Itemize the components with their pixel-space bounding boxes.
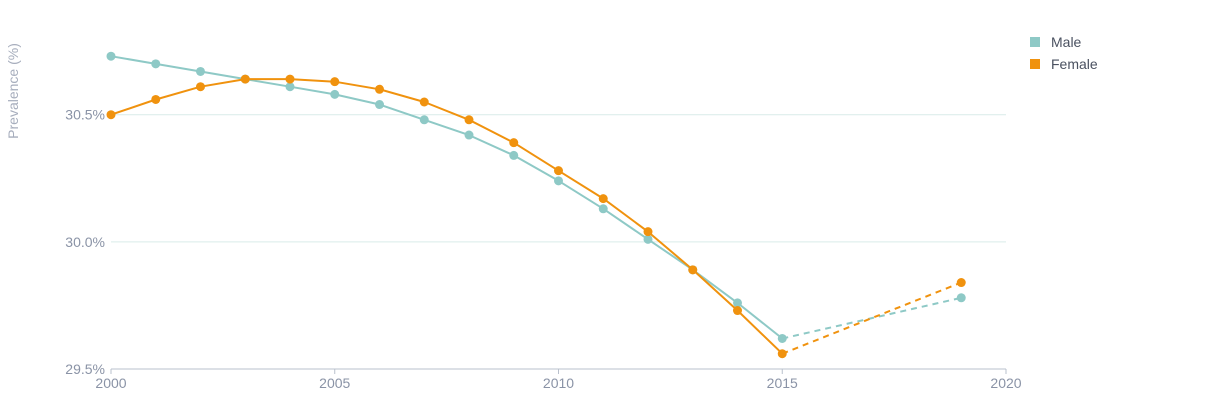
data-point[interactable] xyxy=(285,82,295,92)
data-point[interactable] xyxy=(151,94,161,104)
series-line-solid xyxy=(110,78,784,355)
legend: Male Female xyxy=(1030,34,1098,72)
series-male xyxy=(106,51,966,343)
data-point[interactable] xyxy=(554,176,563,186)
x-tick-label: 2000 xyxy=(95,375,126,391)
legend-item-male[interactable]: Male xyxy=(1030,34,1082,50)
data-point[interactable] xyxy=(733,298,742,308)
y-axis-title: Prevalence (%) xyxy=(5,43,21,139)
data-point[interactable] xyxy=(509,150,519,160)
data-point[interactable] xyxy=(106,51,116,61)
data-point[interactable] xyxy=(777,333,787,343)
x-tick-label: 2010 xyxy=(543,375,574,391)
legend-swatch xyxy=(1030,37,1040,47)
x-axis-ticks: 2000 2005 2010 2015 2020 xyxy=(95,369,1022,391)
data-point[interactable] xyxy=(598,204,608,214)
data-point[interactable] xyxy=(643,234,653,244)
data-point[interactable] xyxy=(956,278,966,288)
data-point[interactable] xyxy=(330,77,340,87)
data-point[interactable] xyxy=(956,293,966,303)
y-tick-label: 30.0% xyxy=(65,234,105,250)
series-line-dashed xyxy=(782,296,962,340)
series-layer xyxy=(106,51,966,359)
data-point[interactable] xyxy=(419,115,429,125)
x-tick-label: 2020 xyxy=(990,375,1021,391)
y-tick-label: 30.5% xyxy=(65,107,105,123)
data-point[interactable] xyxy=(240,74,250,84)
data-point[interactable] xyxy=(196,66,205,76)
data-point[interactable] xyxy=(733,306,742,316)
legend-label: Female xyxy=(1051,56,1098,72)
data-point[interactable] xyxy=(554,166,563,176)
gridlines xyxy=(111,114,1006,243)
data-point[interactable] xyxy=(196,82,205,92)
data-point[interactable] xyxy=(106,110,116,120)
y-axis-ticks: 29.5% 30.0% 30.5% xyxy=(65,107,105,377)
data-point[interactable] xyxy=(330,89,340,99)
data-point[interactable] xyxy=(643,227,653,237)
x-tick-label: 2015 xyxy=(767,375,798,391)
y-tick-label: 29.5% xyxy=(65,361,105,377)
data-point[interactable] xyxy=(464,115,474,125)
series-line-solid xyxy=(110,55,784,340)
legend-swatch xyxy=(1030,59,1040,69)
series-female xyxy=(106,74,966,359)
data-point[interactable] xyxy=(375,100,384,110)
legend-label: Male xyxy=(1051,34,1082,50)
data-point[interactable] xyxy=(464,130,474,140)
data-point[interactable] xyxy=(419,97,429,107)
data-point[interactable] xyxy=(151,59,161,69)
data-point[interactable] xyxy=(598,194,608,204)
legend-item-female[interactable]: Female xyxy=(1030,56,1098,72)
data-point[interactable] xyxy=(688,265,698,275)
data-point[interactable] xyxy=(509,138,519,148)
x-tick-label: 2005 xyxy=(319,375,350,391)
data-point[interactable] xyxy=(375,84,384,94)
data-point[interactable] xyxy=(777,349,787,359)
data-point[interactable] xyxy=(285,74,295,84)
